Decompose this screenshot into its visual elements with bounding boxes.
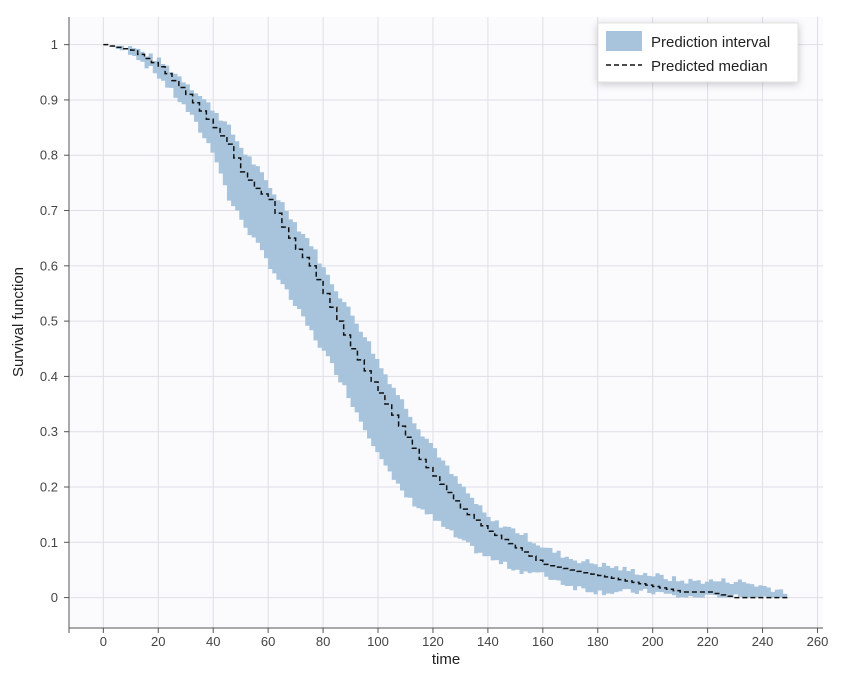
x-tick-label: 160 — [532, 634, 554, 649]
y-tick-label: 0.7 — [40, 203, 58, 218]
x-axis-ticks: 0 20 40 60 80 100 120 140 160 180 200 220 240 260 — [100, 628, 829, 649]
y-tick-label: 0.9 — [40, 92, 58, 107]
y-tick-label: 0.3 — [40, 424, 58, 439]
x-tick-label: 140 — [477, 634, 499, 649]
y-tick-label: 0 — [51, 590, 58, 605]
legend-label-prediction-interval: Prediction interval — [651, 34, 770, 51]
x-tick-label: 0 — [100, 634, 107, 649]
y-axis-title: Survival function — [10, 267, 27, 377]
legend-label-predicted-median: Predicted median — [651, 58, 768, 75]
x-tick-label: 240 — [752, 634, 774, 649]
legend: Prediction interval Predicted median — [597, 22, 799, 83]
x-tick-label: 180 — [587, 634, 609, 649]
grid-lines — [69, 17, 823, 628]
y-tick-label: 0.6 — [40, 258, 58, 273]
y-tick-label: 0.2 — [40, 480, 58, 495]
predicted-median-layer — [103, 43, 788, 599]
y-tick-label: 1 — [51, 37, 58, 52]
x-tick-label: 260 — [807, 634, 829, 649]
x-tick-label: 80 — [316, 634, 330, 649]
predicted-median-line — [103, 43, 788, 599]
x-axis-title: time — [432, 651, 460, 668]
prediction-interval-band-layer — [103, 44, 788, 598]
y-tick-label: 0.4 — [40, 369, 58, 384]
legend-swatch-prediction-interval — [606, 31, 642, 51]
x-tick-label: 120 — [422, 634, 444, 649]
x-tick-label: 220 — [697, 634, 719, 649]
axes — [68, 17, 823, 633]
y-tick-label: 0.1 — [40, 535, 58, 550]
x-tick-label: 60 — [261, 634, 275, 649]
x-tick-label: 100 — [367, 634, 389, 649]
x-tick-label: 40 — [206, 634, 220, 649]
y-tick-label: 0.8 — [40, 148, 58, 163]
prediction-interval-band — [103, 44, 788, 598]
x-tick-label: 200 — [642, 634, 664, 649]
y-axis-ticks: 0 0.1 0.2 0.3 0.4 0.5 0.6 0.7 0.8 0.9 1 — [40, 37, 69, 605]
x-tick-label: 20 — [151, 634, 165, 649]
plot-background — [69, 17, 823, 628]
y-tick-label: 0.5 — [40, 314, 58, 329]
